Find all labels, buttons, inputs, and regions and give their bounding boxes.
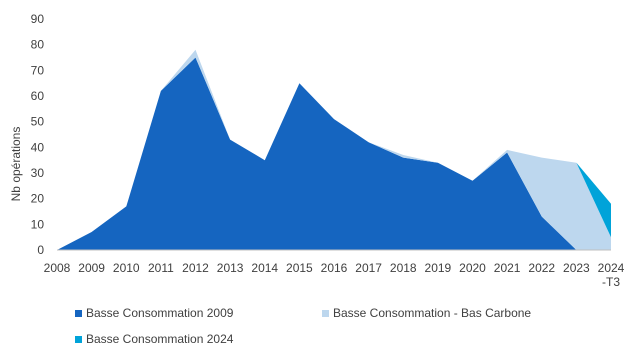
legend-item-series-3: Basse Consommation 2024: [75, 332, 233, 346]
y-tick-label: 20: [31, 192, 45, 206]
y-tick-label: 0: [37, 243, 44, 257]
x-tick-label: 2016: [321, 261, 348, 275]
legend-label: Basse Consommation 2024: [86, 332, 234, 346]
x-tick-label: 2020: [459, 261, 486, 275]
x-tick-label: 2013: [217, 261, 244, 275]
y-tick-label: 60: [31, 89, 45, 103]
x-tick-label: 2012: [182, 261, 209, 275]
x-tick-label: 2022: [528, 261, 555, 275]
y-tick-label: 50: [31, 115, 45, 129]
y-tick-label: 10: [31, 217, 45, 231]
x-tick-label: 2014: [251, 261, 278, 275]
legend-label: Basse Consommation 2009: [86, 306, 234, 320]
legend-swatch: [75, 309, 82, 317]
x-tick-label: 2017: [355, 261, 382, 275]
x-tick-label: 2009: [78, 261, 105, 275]
x-tick-label: 2023: [563, 261, 590, 275]
x-tick-label: 2024 -T3: [598, 261, 625, 289]
area-series-1: [57, 57, 611, 250]
x-tick-label: 2018: [390, 261, 417, 275]
y-tick-label: 40: [31, 140, 45, 154]
y-tick-label: 90: [31, 12, 45, 26]
legend-item-series-2: Basse Consommation - Bas Carbone: [322, 306, 531, 320]
y-axis: 0 10 20 30 40 50 60 70 80 90: [31, 12, 45, 257]
legend-label: Basse Consommation - Bas Carbone: [333, 306, 532, 320]
y-tick-label: 30: [31, 166, 45, 180]
area-chart: 0 10 20 30 40 50 60 70 80 90 2008 2009 2010 2011 2012…: [9, 12, 625, 289]
x-tick-label: 2011: [148, 261, 174, 275]
x-tick-label: 2008: [44, 261, 71, 275]
x-axis: 2008 2009 2010 2011 2012 2013 2014 2015 2016 2017…: [44, 249, 625, 289]
x-tick-label: 2010: [113, 261, 140, 275]
x-tick-label: 2015: [286, 261, 313, 275]
legend-swatch: [322, 309, 329, 317]
y-axis-label: Nb opérations: [9, 127, 23, 202]
legend-swatch: [75, 335, 82, 343]
area-layer: [57, 49, 611, 250]
y-tick-label: 80: [31, 38, 45, 52]
x-tick-label: 2021: [494, 261, 521, 275]
x-tick-label: 2019: [425, 261, 452, 275]
y-tick-label: 70: [31, 63, 45, 77]
legend-item-series-1: Basse Consommation 2009: [75, 306, 233, 320]
